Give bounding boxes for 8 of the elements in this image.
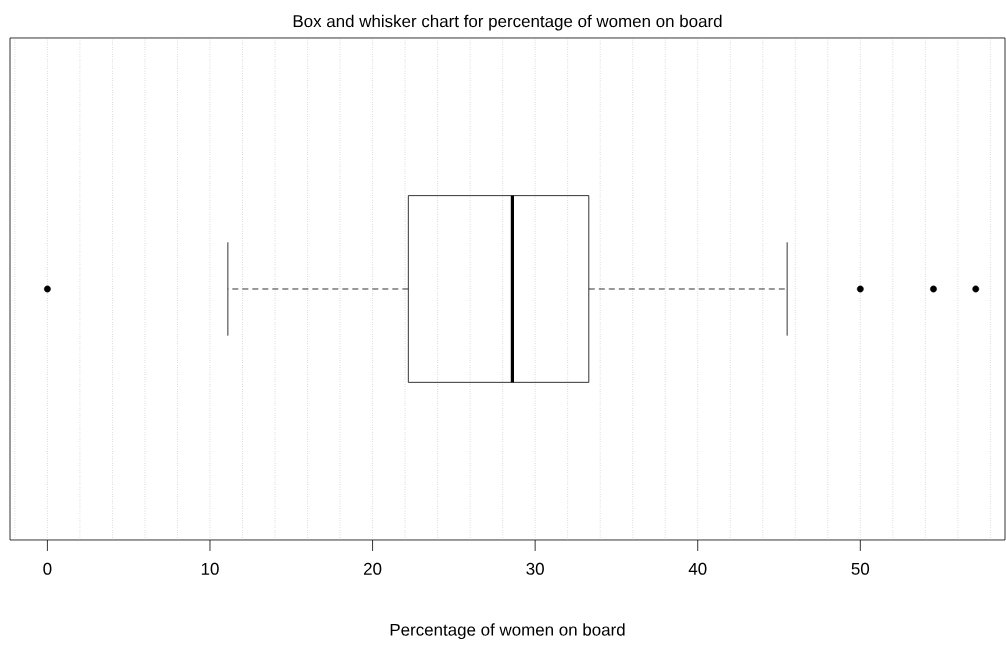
x-tick-label: 20 xyxy=(364,562,382,575)
x-tick-label: 0 xyxy=(43,562,52,575)
x-tick-label: 10 xyxy=(201,562,219,575)
x-tick-label: 40 xyxy=(688,562,707,575)
x-tick-label: 30 xyxy=(526,562,544,575)
chart-title: Box and whisker chart for percentage of women on board xyxy=(293,14,722,31)
x-tick-label: 50 xyxy=(851,562,870,575)
x-axis-title: Percentage of women on board xyxy=(390,623,625,640)
